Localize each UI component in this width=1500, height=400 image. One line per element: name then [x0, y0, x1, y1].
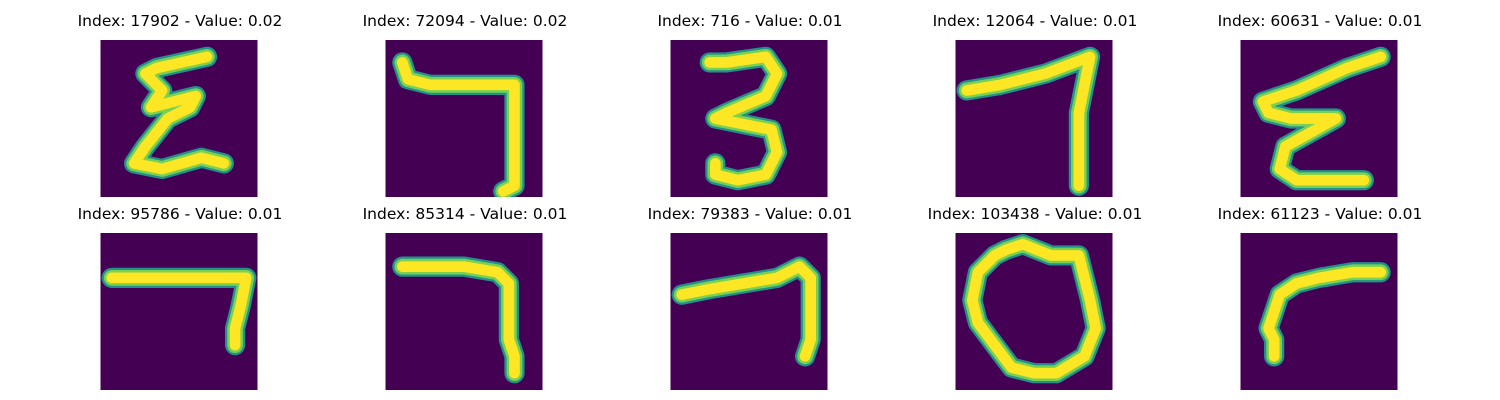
- panel-8: Index: 79383 - Value: 0.01: [620, 205, 880, 390]
- digit-image: [100, 40, 258, 197]
- panel-image: [385, 233, 543, 390]
- digit-image: [955, 233, 1113, 390]
- panel-9: Index: 103438 - Value: 0.01: [905, 205, 1165, 390]
- stroke-core: [396, 57, 520, 197]
- panel-title: Index: 85314 - Value: 0.01: [362, 205, 568, 223]
- panel-3: Index: 716 - Value: 0.01: [620, 12, 880, 197]
- digit-image: [955, 40, 1113, 197]
- digit-image: [1240, 40, 1398, 197]
- panel-10: Index: 61123 - Value: 0.01: [1190, 205, 1450, 390]
- digit-image: [100, 233, 258, 390]
- panel-title: Index: 716 - Value: 0.01: [657, 12, 843, 30]
- panel-title: Index: 60631 - Value: 0.01: [1217, 12, 1423, 30]
- panel-title: Index: 95786 - Value: 0.01: [77, 205, 283, 223]
- panel-image: [670, 233, 828, 390]
- stroke-core: [961, 51, 1096, 192]
- stroke-core: [128, 51, 230, 175]
- panel-title: Index: 61123 - Value: 0.01: [1217, 205, 1423, 223]
- panel-title: Index: 12064 - Value: 0.01: [932, 12, 1138, 30]
- panel-image: [955, 40, 1113, 197]
- digit-image: [385, 40, 543, 197]
- panel-5: Index: 60631 - Value: 0.01: [1190, 12, 1450, 197]
- panel-title: Index: 103438 - Value: 0.01: [927, 205, 1143, 223]
- panel-image: [1240, 233, 1398, 390]
- panel-image: [955, 233, 1113, 390]
- panel-image: [100, 233, 258, 390]
- panel-image: [385, 40, 543, 197]
- stroke-core: [966, 238, 1102, 379]
- digit-image: [670, 233, 828, 390]
- digit-image: [385, 233, 543, 390]
- stroke-core: [396, 261, 520, 379]
- digit-image: [670, 40, 828, 197]
- panel-title: Index: 79383 - Value: 0.01: [647, 205, 853, 223]
- panel-4: Index: 12064 - Value: 0.01: [905, 12, 1165, 197]
- stroke-core: [704, 51, 783, 186]
- stroke-core: [676, 261, 817, 362]
- panel-image: [100, 40, 258, 197]
- panel-1: Index: 17902 - Value: 0.02: [50, 12, 310, 197]
- stroke-core: [1257, 51, 1387, 186]
- panel-6: Index: 95786 - Value: 0.01: [50, 205, 310, 390]
- panel-2: Index: 72094 - Value: 0.02: [335, 12, 595, 197]
- panel-image: [670, 40, 828, 197]
- panel-image: [1240, 40, 1398, 197]
- stroke-core: [106, 272, 252, 351]
- panel-title: Index: 72094 - Value: 0.02: [362, 12, 568, 30]
- panel-title: Index: 17902 - Value: 0.02: [77, 12, 283, 30]
- stroke-core: [1263, 266, 1387, 362]
- panel-7: Index: 85314 - Value: 0.01: [335, 205, 595, 390]
- digit-image: [1240, 233, 1398, 390]
